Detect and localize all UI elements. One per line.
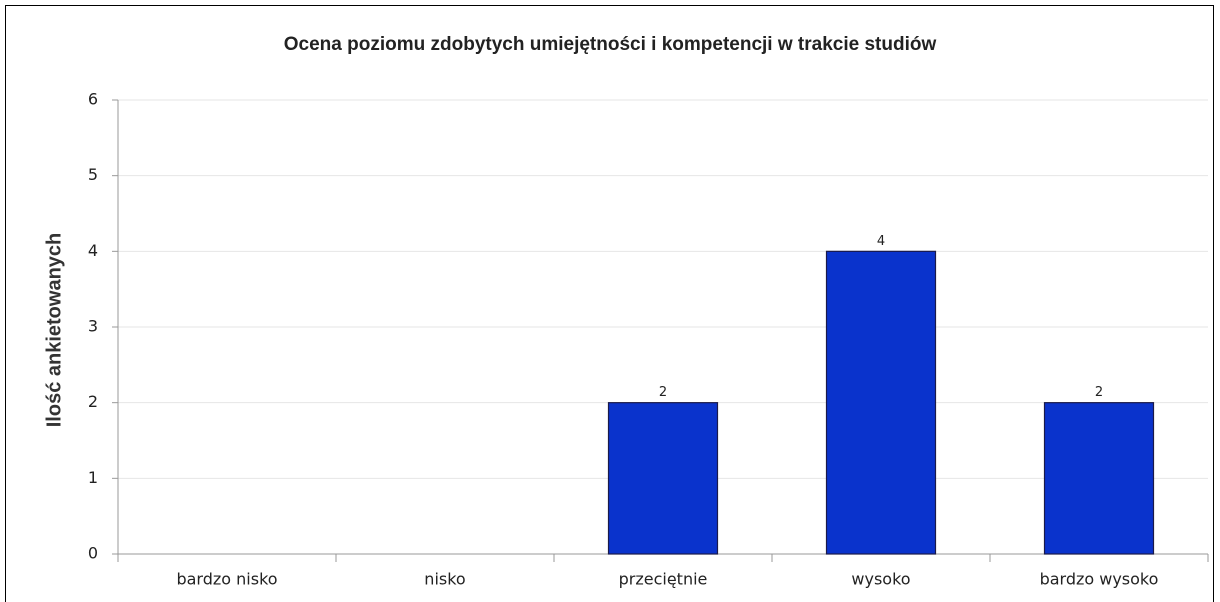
data-label: 2 [659,385,667,400]
x-tick-label: bardzo nisko [176,570,277,589]
y-axis-label: Ilość ankietowanych [43,233,65,428]
y-tick-label: 5 [88,165,98,184]
bar [1043,402,1155,555]
data-label: 4 [877,234,885,249]
y-tick-label: 1 [88,468,98,487]
x-tick-label: wysoko [851,570,910,589]
y-tick-label: 0 [88,544,98,563]
chart-title: Ocena poziomu zdobytych umiejętności i k… [284,34,937,55]
x-tick-label: przeciętnie [619,570,708,589]
y-tick-label: 3 [88,317,98,336]
bar [825,250,937,555]
x-tick-label: bardzo wysoko [1040,570,1159,589]
x-tick-label: nisko [424,570,465,589]
y-tick-label: 4 [88,241,98,260]
y-tick-label: 6 [88,90,98,109]
data-label: 2 [1095,385,1103,400]
bar [607,402,719,555]
y-tick-label: 2 [88,392,98,411]
